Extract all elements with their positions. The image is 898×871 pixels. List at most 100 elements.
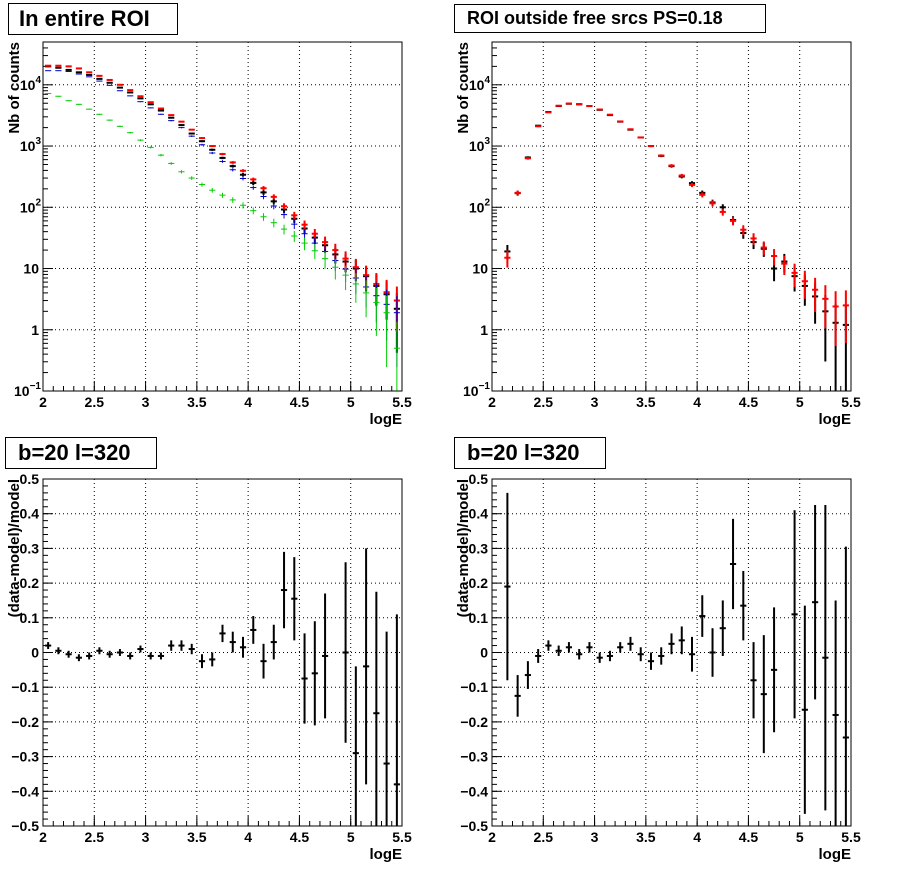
data-point (116, 125, 124, 128)
data-point (45, 93, 52, 95)
data-point (699, 595, 706, 637)
data-point (740, 225, 747, 236)
data-point (301, 237, 308, 251)
data-point (280, 211, 288, 219)
y-tick-label: 0.3 (20, 540, 40, 556)
panel-title-top-left: In entire ROI (8, 3, 178, 35)
data-point (188, 135, 195, 138)
x-tick-label: 2 (488, 829, 496, 845)
series-1 (504, 102, 849, 347)
x-tick-label: 4 (693, 394, 701, 410)
data-point (137, 139, 144, 142)
data-point (219, 624, 226, 643)
data-point (342, 265, 349, 291)
data-point (586, 105, 593, 108)
data-point (627, 128, 634, 131)
data-point (822, 285, 829, 329)
data-point (627, 636, 634, 651)
data-point (352, 273, 359, 303)
y-tick-label: 10−1 (463, 381, 490, 399)
data-point (65, 650, 72, 658)
data-point (373, 287, 380, 336)
x-axis-label: logE (370, 846, 403, 863)
data-point (209, 151, 216, 155)
x-tick-label: 5.5 (841, 829, 861, 845)
data-point (188, 128, 195, 131)
data-point (116, 649, 124, 656)
y-tick-label: 10 (472, 261, 488, 277)
data-point (209, 148, 216, 151)
x-tick-label: 3.5 (636, 829, 656, 845)
data-point (668, 633, 675, 655)
x-tick-label: 4 (244, 394, 252, 410)
data-point (157, 107, 165, 110)
series-3 (45, 93, 400, 391)
data-point (352, 666, 359, 826)
data-point (576, 103, 583, 106)
x-tick-label: 2.5 (534, 829, 554, 845)
data-point (188, 132, 195, 135)
data-point (96, 74, 103, 77)
data-point (688, 636, 696, 672)
data-point (168, 162, 175, 165)
y-tick-label: −0.4 (460, 783, 488, 799)
x-tick-label: 3.5 (636, 394, 656, 410)
data-point (647, 652, 655, 670)
data-point (832, 600, 839, 826)
data-point (168, 116, 175, 119)
data-point (260, 186, 267, 191)
data-point (239, 169, 247, 173)
data-point (606, 650, 614, 662)
data-point (147, 652, 154, 660)
data-point (86, 73, 93, 76)
data-point (637, 647, 644, 662)
data-point (106, 81, 113, 84)
data-point (239, 176, 247, 181)
y-tick-label: 1 (31, 322, 39, 338)
data-point (209, 652, 216, 667)
y-tick-label: 0 (480, 645, 488, 661)
data-point (239, 636, 247, 658)
x-tick-label: 3 (591, 829, 599, 845)
data-point (219, 156, 226, 160)
data-point (709, 200, 716, 207)
y-axis-label: Nb of counts (455, 42, 472, 134)
data-point (545, 111, 552, 114)
data-point (75, 71, 82, 74)
data-point (647, 145, 655, 148)
x-tick-label: 4.5 (739, 394, 759, 410)
x-tick-label: 4 (693, 829, 701, 845)
data-point (504, 250, 511, 268)
x-axis-label: logE (370, 411, 403, 428)
data-point (86, 76, 93, 78)
y-tick-label: −0.1 (11, 679, 39, 695)
data-point (250, 207, 257, 215)
panel-3: 2 2.5 3 3.5 4 4.5 5 5.5 −0.5 −0.4 −0.3 −0.2 −0.1 0 0.1… (455, 471, 861, 863)
data-point (270, 203, 277, 210)
data-point (178, 124, 185, 127)
data-point (291, 557, 298, 641)
data-point (393, 614, 400, 826)
data-point (137, 97, 144, 100)
x-tick-label: 5.5 (392, 394, 412, 410)
data-point (729, 217, 737, 226)
data-point (760, 241, 767, 256)
data-point (178, 120, 185, 123)
data-point (750, 642, 757, 719)
data-point (127, 95, 134, 97)
y-tick-label: 1 (480, 322, 488, 338)
data-point (219, 160, 226, 163)
x-tick-label: 2.5 (85, 829, 105, 845)
y-tick-label: 0.4 (469, 506, 489, 522)
data-point (719, 208, 726, 216)
data-point (198, 182, 206, 187)
data-point (106, 84, 113, 86)
data-point (280, 203, 288, 210)
data-point (116, 86, 124, 89)
data-point (781, 255, 788, 275)
x-tick-label: 5 (347, 829, 355, 845)
y-tick-label: 0.1 (469, 610, 489, 626)
data-point (565, 102, 573, 105)
data-point (321, 593, 329, 719)
data-point (250, 180, 257, 186)
